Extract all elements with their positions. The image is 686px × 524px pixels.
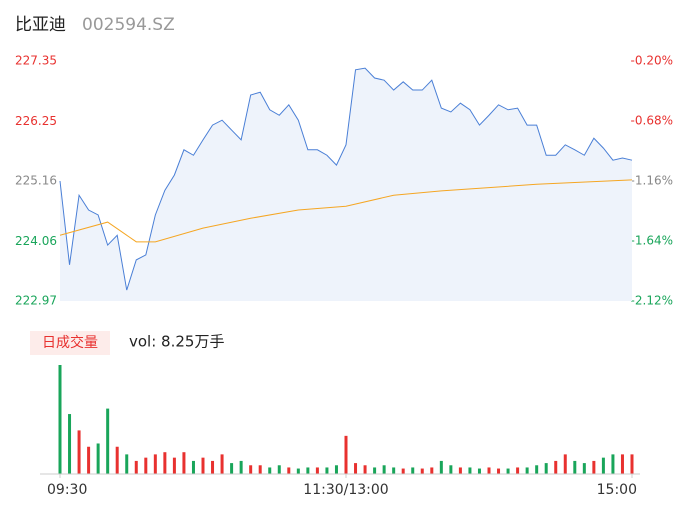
volume-bar (315, 467, 319, 474)
volume-bar (68, 414, 72, 474)
volume-bar (449, 465, 453, 474)
volume-bar (535, 465, 539, 474)
volume-bar (506, 468, 510, 474)
stock-code: 002594.SZ (82, 15, 175, 35)
volume-bar (592, 460, 596, 474)
volume-bar (525, 467, 529, 474)
volume-bar (458, 467, 462, 474)
volume-bar (277, 465, 281, 474)
volume-bar (373, 467, 377, 474)
y-tick-label: 225.16 (15, 174, 57, 188)
x-tick-label: 09:30 (47, 482, 87, 498)
volume-bar (258, 465, 262, 474)
volume-bar (354, 463, 358, 474)
volume-bar (487, 467, 491, 474)
volume-bar (411, 467, 415, 474)
y-tick-label: 222.97 (15, 294, 57, 308)
y-tick-label: 227.35 (15, 54, 57, 68)
volume-legend: 日成交量 (42, 334, 98, 351)
volume-bar (392, 467, 396, 474)
volume-bar (554, 460, 558, 474)
y2-tick-label: -0.20% (631, 54, 673, 68)
volume-bar (630, 454, 634, 474)
y2-tick-label: -1.64% (631, 234, 673, 248)
volume-bar (106, 408, 110, 474)
volume-bar (144, 457, 148, 474)
volume-bar (497, 468, 501, 474)
volume-bar (191, 460, 195, 474)
volume-bar (125, 454, 129, 474)
volume-bar (163, 452, 167, 474)
x-tick-label: 15:00 (597, 482, 637, 498)
volume-bar (382, 465, 386, 474)
price-line (59, 67, 633, 291)
volume-bar (172, 457, 176, 474)
volume-bar (96, 443, 100, 474)
volume-bar (296, 468, 300, 474)
y2-tick-label: -0.68% (631, 114, 673, 128)
volume-bar (58, 365, 62, 474)
volume-bar (87, 446, 91, 474)
volume-bar (468, 467, 472, 474)
volume-bar (182, 452, 186, 474)
volume-bar (325, 467, 329, 474)
volume-bar (249, 465, 253, 474)
stock-name: 比亚迪 (15, 15, 66, 35)
volume-bar (306, 467, 310, 474)
volume-bar (134, 460, 138, 474)
volume-bar (563, 454, 567, 474)
volume-bar (268, 467, 272, 474)
volume-bar (611, 454, 615, 474)
volume-total: vol: 8.25万手 (129, 333, 224, 351)
volume-bar (115, 446, 119, 474)
average-line (59, 179, 633, 243)
y-tick-label: 224.06 (15, 234, 57, 248)
volume-bar (153, 454, 157, 474)
volume-bar (220, 454, 224, 474)
volume-bar (344, 435, 348, 474)
volume-bar (363, 465, 367, 474)
volume-badge (30, 331, 110, 355)
price-area (60, 68, 632, 301)
y-tick-label: 226.25 (15, 114, 57, 128)
volume-bar (516, 467, 520, 474)
volume-bar (230, 463, 234, 474)
y2-tick-label: -2.12% (631, 294, 673, 308)
volume-bar (477, 468, 481, 474)
x-tick-label: 11:30/13:00 (303, 482, 388, 498)
volume-bar (201, 457, 205, 474)
volume-bar (439, 460, 443, 474)
volume-bar (287, 467, 291, 474)
y2-tick-label: -1.16% (631, 174, 673, 188)
volume-bar (544, 463, 548, 474)
volume-bar (334, 465, 338, 474)
volume-bar (239, 460, 243, 474)
volume-bar (620, 454, 624, 474)
volume-bar (573, 460, 577, 474)
volume-bar (582, 463, 586, 474)
volume-bar (430, 467, 434, 474)
volume-bar (420, 468, 424, 474)
volume-bar (77, 430, 81, 474)
volume-bar (211, 460, 215, 474)
volume-bar (601, 457, 605, 474)
volume-bar (401, 468, 405, 474)
